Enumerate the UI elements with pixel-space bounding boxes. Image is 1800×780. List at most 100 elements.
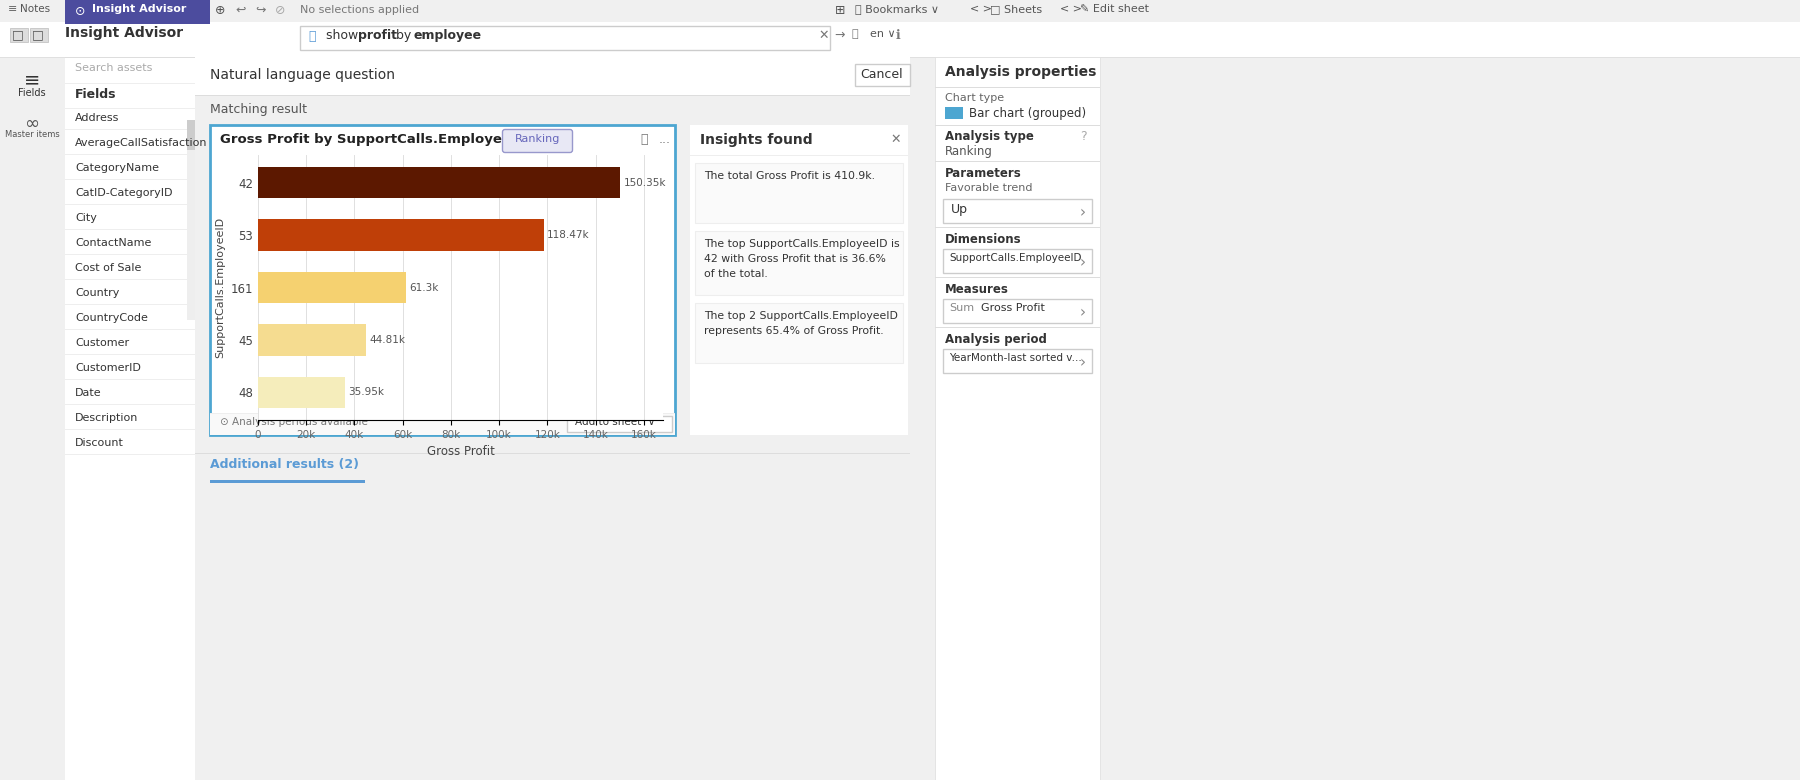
- Text: Gross Profit: Gross Profit: [981, 303, 1044, 313]
- Bar: [11, 28, 29, 42]
- Bar: [0, 57, 1800, 58]
- Text: □: □: [32, 28, 43, 41]
- Bar: [65, 404, 194, 405]
- Text: □: □: [13, 28, 23, 41]
- Text: Date: Date: [76, 388, 101, 398]
- Text: Bar chart (grouped): Bar chart (grouped): [968, 107, 1085, 120]
- Bar: [934, 57, 1100, 780]
- Text: Additional results (2): Additional results (2): [211, 458, 358, 471]
- Bar: [211, 480, 365, 483]
- Text: ›: ›: [1080, 355, 1085, 370]
- Text: 118.47k: 118.47k: [547, 230, 590, 240]
- Text: Parameters: Parameters: [945, 167, 1022, 180]
- Text: ⤢: ⤢: [641, 133, 648, 146]
- Bar: [65, 229, 194, 230]
- Text: ›: ›: [1080, 305, 1085, 320]
- Bar: [211, 125, 675, 435]
- Bar: [65, 429, 194, 430]
- Bar: [211, 413, 675, 435]
- Bar: [65, 108, 194, 109]
- Text: en ∨: en ∨: [869, 29, 896, 39]
- Bar: [0, 0, 1800, 22]
- Text: Ranking: Ranking: [945, 145, 994, 158]
- Text: ✎ Edit sheet: ✎ Edit sheet: [1080, 4, 1148, 14]
- Text: ...: ...: [659, 133, 671, 146]
- Text: ✕: ✕: [889, 133, 900, 146]
- Text: Analysis period: Analysis period: [945, 333, 1048, 346]
- Text: Favorable trend: Favorable trend: [945, 183, 1033, 193]
- Text: The total Gross Profit is 410.9k.: The total Gross Profit is 410.9k.: [704, 171, 875, 181]
- Text: ⊕: ⊕: [214, 4, 225, 17]
- Bar: [855, 64, 911, 86]
- Bar: [65, 454, 194, 455]
- Bar: [65, 57, 194, 58]
- Text: Description: Description: [76, 413, 139, 423]
- Text: Up: Up: [950, 203, 968, 216]
- Text: Analysis type: Analysis type: [945, 130, 1033, 143]
- Text: represents 65.4% of Gross Profit.: represents 65.4% of Gross Profit.: [704, 326, 884, 336]
- Text: Add to sheet  ∨: Add to sheet ∨: [574, 417, 655, 427]
- Bar: [689, 155, 907, 156]
- Text: Dimensions: Dimensions: [945, 233, 1022, 246]
- Bar: [934, 125, 1100, 126]
- Bar: [65, 304, 194, 305]
- Bar: [934, 327, 1100, 328]
- Bar: [695, 163, 904, 223]
- Bar: [695, 231, 904, 295]
- Text: 44.81k: 44.81k: [369, 335, 405, 345]
- Text: Notes: Notes: [20, 4, 50, 14]
- Text: ≡: ≡: [23, 70, 40, 89]
- Text: by: by: [392, 29, 416, 42]
- Bar: [65, 354, 194, 355]
- Bar: [187, 120, 194, 320]
- X-axis label: Gross Profit: Gross Profit: [427, 445, 495, 459]
- Bar: [0, 0, 65, 22]
- Bar: [65, 129, 194, 130]
- Text: CustomerID: CustomerID: [76, 363, 140, 373]
- Text: ✕: ✕: [817, 29, 828, 42]
- Text: Ranking: Ranking: [515, 134, 560, 144]
- Text: Fields: Fields: [18, 88, 45, 98]
- Text: Gross Profit by SupportCalls.EmployeeID: Gross Profit by SupportCalls.EmployeeID: [220, 133, 527, 146]
- Text: Measures: Measures: [945, 283, 1008, 296]
- Bar: [65, 179, 194, 180]
- Bar: [194, 95, 911, 96]
- Text: Matching result: Matching result: [211, 103, 308, 116]
- Bar: [695, 303, 904, 363]
- Text: Address: Address: [76, 113, 119, 123]
- Bar: [945, 107, 963, 119]
- Text: 35.95k: 35.95k: [347, 387, 383, 397]
- Bar: [65, 83, 194, 84]
- Bar: [567, 416, 671, 432]
- Text: Master items: Master items: [5, 130, 59, 139]
- Bar: [31, 28, 49, 42]
- Text: AverageCallSatisfaction: AverageCallSatisfaction: [76, 138, 207, 148]
- Bar: [211, 413, 675, 414]
- Text: The top 2 SupportCalls.EmployeeID: The top 2 SupportCalls.EmployeeID: [704, 311, 898, 321]
- Bar: [65, 204, 194, 205]
- Text: Insights found: Insights found: [700, 133, 812, 147]
- Text: Sum: Sum: [949, 303, 974, 313]
- Bar: [194, 453, 911, 483]
- Bar: [65, 254, 194, 255]
- Bar: [65, 279, 194, 280]
- Text: CatID-CategoryID: CatID-CategoryID: [76, 188, 173, 198]
- Text: ⊙ Analysis periods available: ⊙ Analysis periods available: [220, 417, 367, 427]
- Bar: [0, 22, 1800, 57]
- Text: ℹ: ℹ: [896, 29, 900, 42]
- Text: ⊘: ⊘: [275, 4, 286, 17]
- Text: ⊙: ⊙: [76, 5, 86, 18]
- Text: Analysis properties: Analysis properties: [945, 65, 1096, 79]
- Text: ∞: ∞: [25, 115, 40, 133]
- Bar: [0, 57, 65, 780]
- Bar: [257, 377, 344, 408]
- Bar: [257, 219, 544, 251]
- Bar: [65, 329, 194, 330]
- Bar: [257, 271, 405, 303]
- Text: 42 with Gross Profit that is 36.6%: 42 with Gross Profit that is 36.6%: [704, 254, 886, 264]
- Text: SupportCalls.EmployeeID: SupportCalls.EmployeeID: [949, 253, 1082, 263]
- Text: of the total.: of the total.: [704, 269, 769, 279]
- Text: Chart type: Chart type: [945, 93, 1004, 103]
- Text: Fields: Fields: [76, 88, 117, 101]
- Text: Insight Advisor: Insight Advisor: [92, 4, 187, 14]
